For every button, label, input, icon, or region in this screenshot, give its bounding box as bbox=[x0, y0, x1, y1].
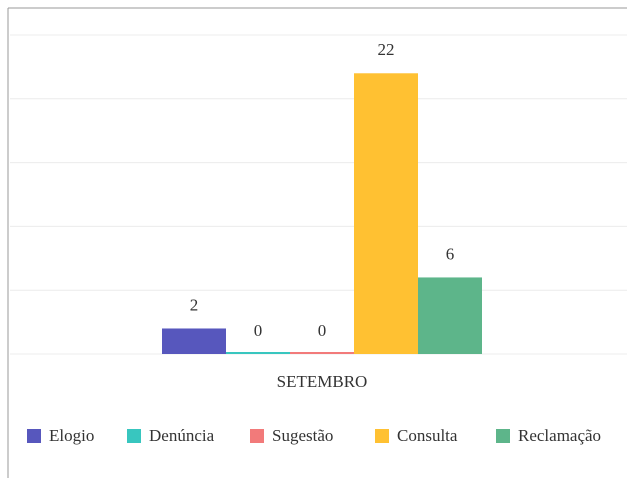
bar bbox=[354, 73, 418, 354]
x-tick-label: SETEMBRO bbox=[277, 372, 368, 391]
bar bbox=[162, 328, 226, 354]
legend-swatch bbox=[27, 429, 41, 443]
value-label: 0 bbox=[318, 321, 327, 340]
value-label: 2 bbox=[190, 295, 199, 314]
value-label: 22 bbox=[378, 40, 395, 59]
legend-swatch bbox=[250, 429, 264, 443]
bar bbox=[226, 352, 290, 354]
bar bbox=[290, 352, 354, 354]
legend-label: Denúncia bbox=[149, 426, 215, 445]
legend-swatch bbox=[375, 429, 389, 443]
legend-label: Consulta bbox=[397, 426, 458, 445]
legend-label: Elogio bbox=[49, 426, 94, 445]
value-label: 0 bbox=[254, 321, 263, 340]
legend-swatch bbox=[496, 429, 510, 443]
value-label: 6 bbox=[446, 244, 455, 263]
legend-swatch bbox=[127, 429, 141, 443]
legend-label: Reclamação bbox=[518, 426, 601, 445]
legend-label: Sugestão bbox=[272, 426, 333, 445]
bar bbox=[418, 277, 482, 354]
